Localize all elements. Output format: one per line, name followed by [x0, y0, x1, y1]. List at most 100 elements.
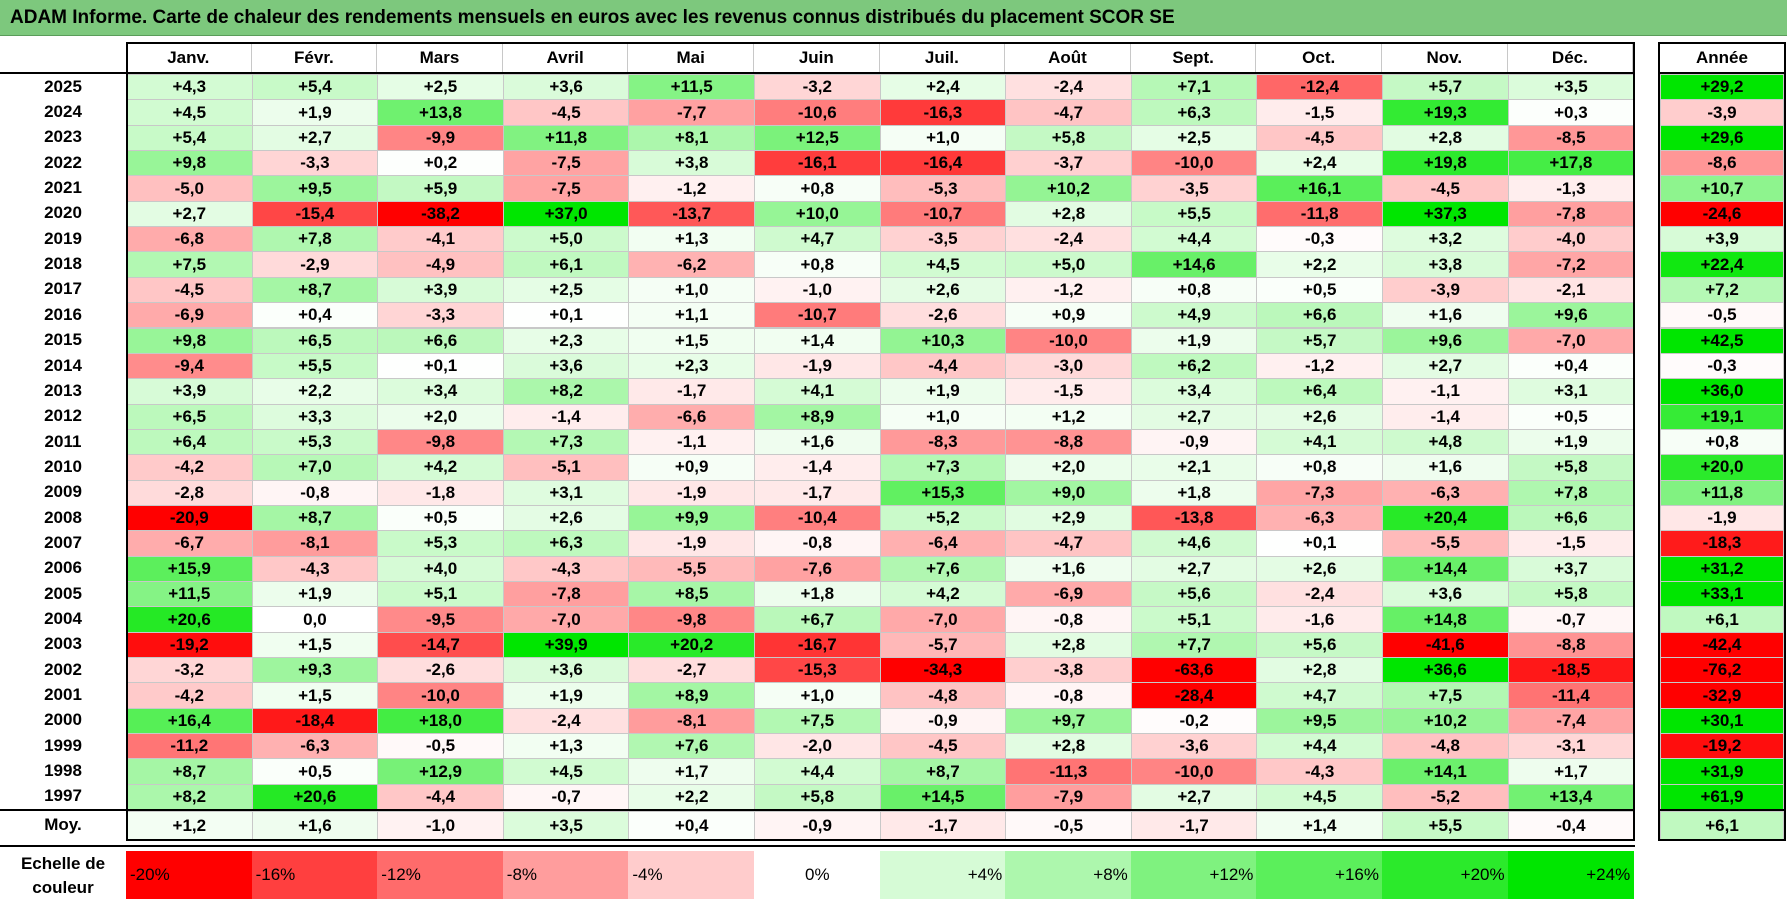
annual-cell: +7,2: [1660, 276, 1784, 304]
heatmap-cell: +5,0: [502, 226, 630, 253]
heatmap-cell: +5,6: [1256, 631, 1383, 659]
heatmap-cell: -15,4: [251, 200, 379, 228]
heatmap-cell: -12,4: [1256, 74, 1383, 101]
heatmap-cell: -7,8: [502, 581, 630, 608]
heatmap-cell: +6,6: [377, 327, 504, 354]
year-label: 2007: [44, 532, 82, 552]
heatmap-cell: -1,8: [377, 479, 504, 506]
heatmap-cell: +20,6: [126, 606, 253, 633]
heatmap-cell: -4,5: [502, 99, 630, 126]
heatmap-cell: -1,9: [628, 530, 755, 557]
heatmap-cell: -3,2: [126, 657, 253, 684]
heatmap-cell: -5,3: [879, 175, 1007, 202]
heatmap-cell: -0,5: [377, 733, 504, 760]
heatmap-cell: +2,7: [1382, 352, 1509, 380]
heatmap-cell: -18,4: [251, 707, 379, 735]
heatmap-cell: +2,4: [879, 74, 1007, 101]
heatmap-cell: +8,7: [251, 504, 379, 532]
heatmap-cell: +3,4: [1130, 378, 1258, 405]
heatmap-cell: -3,9: [1382, 276, 1509, 304]
heatmap-cell: -4,9: [377, 251, 504, 278]
heatmap-cell: +8,5: [628, 581, 755, 608]
heatmap-cell: +12,5: [754, 124, 881, 152]
annual-cell: +36,0: [1660, 378, 1784, 405]
heatmap-cell: +3,2: [1382, 226, 1509, 253]
heatmap-cell: +0,5: [251, 758, 379, 785]
heatmap-cell: +0,8: [1256, 454, 1383, 481]
year-label: 2000: [44, 710, 82, 730]
heatmap-cell: +6,2: [1130, 352, 1258, 380]
heatmap-cell: +7,6: [879, 555, 1007, 582]
heatmap-cell: +8,9: [754, 403, 881, 430]
color-scale-swatch: -4%: [628, 851, 755, 899]
heatmap-cell: +4,3: [126, 74, 253, 101]
header-separator: [0, 72, 1636, 74]
heatmap-cell: +4,7: [1256, 682, 1383, 709]
heatmap-cell: -6,2: [628, 251, 755, 278]
heatmap-cell: -4,7: [1005, 530, 1132, 557]
heatmap-cell: +15,9: [126, 555, 253, 582]
heatmap-cell: -6,9: [126, 302, 253, 329]
heatmap-cell: +1,5: [628, 327, 755, 354]
average-cell: +3,5: [502, 811, 630, 841]
year-label: 2015: [44, 330, 82, 350]
heatmap-cell: +5,3: [377, 530, 504, 557]
heatmap-cell: +9,8: [126, 150, 253, 177]
heatmap-cell: -6,7: [126, 530, 253, 557]
heatmap-cell: -10,0: [377, 682, 504, 709]
heatmap-cell: +5,7: [1256, 327, 1383, 354]
heatmap-cell: +36,6: [1382, 657, 1509, 684]
heatmap-cell: -2,4: [502, 707, 630, 735]
heatmap-cell: +5,1: [1130, 606, 1258, 633]
heatmap-cell: +1,1: [628, 302, 755, 329]
average-cell: +5,5: [1382, 811, 1509, 841]
heatmap-cell: -8,1: [251, 530, 379, 557]
heatmap-cell: +4,5: [126, 99, 253, 126]
average-cell: -1,0: [377, 811, 504, 841]
color-scale-swatch: +4%: [879, 851, 1007, 899]
heatmap-cell: -4,3: [251, 555, 379, 582]
heatmap-cell: -6,9: [1005, 581, 1132, 608]
heatmap-cell: +0,8: [754, 251, 881, 278]
heatmap-cell: +4,5: [502, 758, 630, 785]
annual-cell: -1,9: [1660, 504, 1784, 532]
heatmap-cell: -1,9: [754, 352, 881, 380]
heatmap-cell: -7,3: [1256, 479, 1383, 506]
heatmap-cell: +2,0: [377, 403, 504, 430]
heatmap-cell: -4,5: [126, 276, 253, 304]
heatmap-cell: -9,5: [377, 606, 504, 633]
heatmap-cell: +2,8: [1256, 657, 1383, 684]
year-label: 1998: [44, 761, 82, 781]
heatmap-cell: +5,8: [1005, 124, 1132, 152]
average-cell: +1,4: [1256, 811, 1383, 841]
heatmap-cell: +1,3: [502, 733, 630, 760]
annual-cell: -3,9: [1660, 99, 1784, 126]
average-separator: [0, 809, 1636, 812]
heatmap-cell: +10,2: [1382, 707, 1509, 735]
heatmap-cell: +1,8: [754, 581, 881, 608]
heatmap-cell: +2,8: [1005, 200, 1132, 228]
heatmap-cell: -2,6: [879, 302, 1007, 329]
heatmap-cell: +8,2: [126, 783, 253, 811]
heatmap-cell: +2,3: [502, 327, 630, 354]
heatmap-cell: -1,1: [628, 428, 755, 456]
annual-cell: -0,5: [1660, 302, 1784, 329]
heatmap-cell: +37,0: [502, 200, 630, 228]
heatmap-cell: -4,7: [1005, 99, 1132, 126]
heatmap-cell: -4,8: [879, 682, 1007, 709]
heatmap-cell: -2,9: [251, 251, 379, 278]
heatmap-cell: +7,5: [754, 707, 881, 735]
heatmap-cell: +5,3: [251, 428, 379, 456]
heatmap-cell: -4,4: [377, 783, 504, 811]
average-cell: -1,7: [1130, 811, 1258, 841]
annual-cell: +31,9: [1660, 758, 1784, 785]
heatmap-cell: -16,4: [879, 150, 1007, 177]
average-cell: -1,7: [879, 811, 1007, 841]
annual-cell: +30,1: [1660, 707, 1784, 735]
heatmap-cell: -1,6: [1256, 606, 1383, 633]
heatmap-cell: +14,1: [1382, 758, 1509, 785]
year-label: 2011: [44, 431, 82, 451]
heatmap-cell: -0,8: [251, 479, 379, 506]
heatmap-cell: -4,1: [377, 226, 504, 253]
color-scale-swatch: +20%: [1382, 851, 1509, 899]
